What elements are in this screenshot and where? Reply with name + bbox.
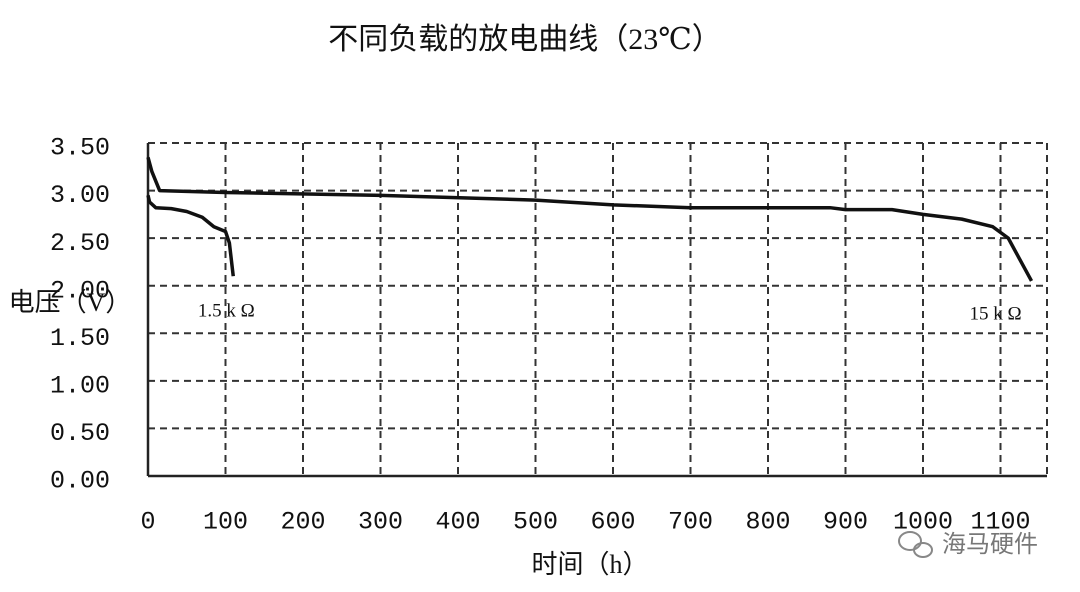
- y-tick-label: 3.50: [50, 134, 110, 163]
- x-tick-label: 0: [140, 508, 155, 537]
- series-label: 1.5 k Ω: [198, 301, 255, 322]
- y-tick-label: 0.00: [50, 467, 110, 496]
- chart-title: 不同负载的放电曲线（23℃）: [328, 23, 722, 56]
- y-tick-label: 2.50: [50, 229, 110, 258]
- y-tick-label: 3.00: [50, 181, 110, 210]
- x-tick-label: 100: [203, 508, 248, 537]
- y-tick-label: 2.00: [50, 276, 110, 305]
- x-tick-label: 800: [745, 508, 790, 537]
- y-tick-label: 1.50: [50, 324, 110, 353]
- line-series: [146, 156, 1034, 282]
- x-tick-label: 400: [435, 508, 480, 537]
- x-tick-label: 1000: [893, 508, 953, 537]
- x-tick-label: 1100: [970, 508, 1030, 537]
- y-tick-label: 1.00: [50, 371, 110, 400]
- x-tick-label: 900: [823, 508, 868, 537]
- x-tick-label: 200: [280, 508, 325, 537]
- series-label: 15 k Ω: [969, 303, 1021, 324]
- x-axis-label: 时间（h）: [531, 550, 648, 579]
- x-tick-label: 600: [590, 508, 635, 537]
- line-series: [146, 194, 235, 277]
- watermark-icon: [898, 531, 933, 558]
- x-tick-label: 300: [358, 508, 403, 537]
- y-axis-label: 电压（V）: [9, 288, 132, 317]
- y-tick-label: 0.50: [50, 419, 110, 448]
- x-tick-label: 500: [513, 508, 558, 537]
- x-tick-label: 700: [668, 508, 713, 537]
- watermark: 海马硬件: [942, 530, 1038, 558]
